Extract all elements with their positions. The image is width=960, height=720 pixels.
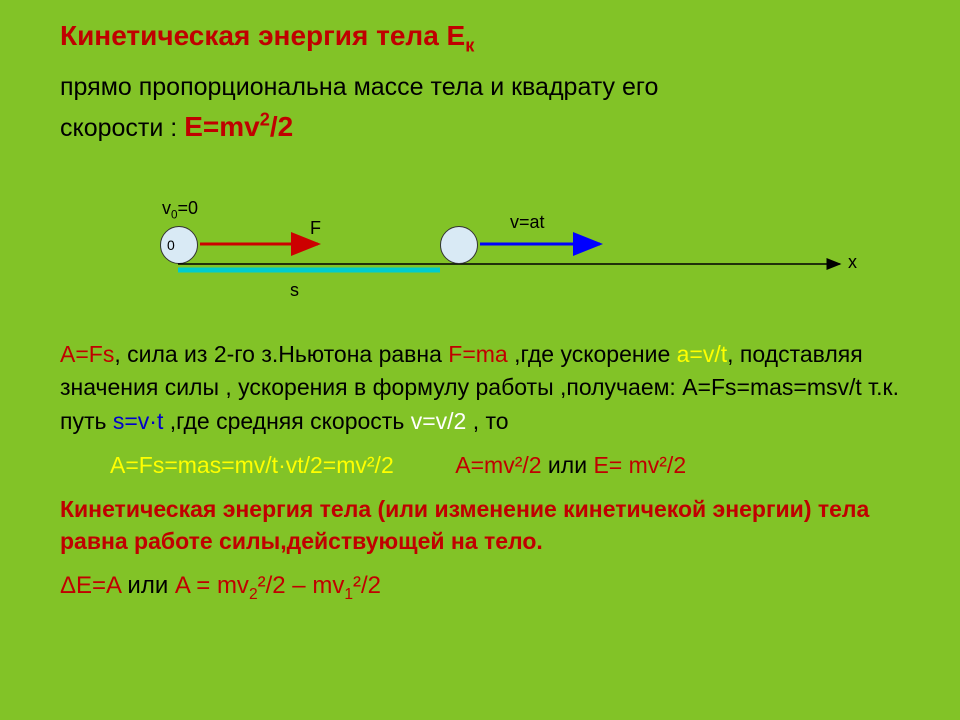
diagram: v0=0 0 F v=at s x (100, 178, 880, 318)
final-line: ΔE=A или A = mv2²/2 – mv1²/2 (60, 572, 900, 604)
label-x: x (848, 252, 857, 273)
intro-line1: прямо пропорциональна массе тела и квадр… (60, 69, 900, 107)
label-vat: v=at (510, 212, 545, 233)
derivation-line: A=Fs=mas=mv/t·vt/2=mv²/2 A=mv²/2 или E= … (110, 452, 900, 479)
eq-chain: A=Fs=mas=msv/t (682, 374, 862, 400)
page-title: Кинетическая энергия тела Eк (60, 20, 900, 57)
fs2: 2 (249, 585, 258, 602)
label-F: F (310, 218, 321, 239)
final-or: или (121, 572, 175, 599)
fsq1: ² (258, 572, 266, 599)
p1-t1: , сила из 2-го з.Ньютона равна (114, 341, 448, 367)
intro-line2: скорости : E=mv2/2 (60, 106, 900, 148)
eq-vavg: v=v/2 (411, 408, 467, 434)
deriv-left: A=Fs=mas=mv/t·vt/2=mv²/2 (110, 452, 394, 478)
p1-t6: , то (466, 408, 508, 434)
circle-end (440, 226, 478, 264)
title-text: Кинетическая энергия тела E (60, 20, 465, 51)
p1-t5: ,где средняя скорость (163, 408, 410, 434)
main-formula: E=mv2/2 (184, 111, 293, 142)
eq-avt: a=v/t (677, 341, 728, 367)
deriv-mid-a: A=mv²/2 (455, 452, 541, 478)
p1-t2: ,где ускорение (508, 341, 677, 367)
label-s: s (290, 280, 299, 301)
ft: /2 (361, 572, 381, 599)
title-sub: к (465, 36, 474, 56)
formula-exp: 2 (260, 110, 270, 130)
conclusion: Кинетическая энергия тела (или изменение… (60, 493, 900, 557)
arrow-red (100, 178, 880, 318)
fa: A = mv (175, 572, 249, 599)
final-eq: A = mv2²/2 – mv1²/2 (175, 572, 381, 599)
deriv-or: или (542, 452, 594, 478)
eq-svt: s=v·t (113, 408, 163, 434)
paragraph-1: A=Fs, сила из 2-го з.Ньютона равна F=ma … (60, 338, 900, 438)
deriv-mid-b: E= mv²/2 (593, 452, 686, 478)
final-dE: ΔE=A (60, 572, 121, 599)
intro-prefix: скорости : (60, 114, 184, 142)
eq-afs: A=Fs (60, 341, 114, 367)
fsq2: ² (353, 572, 361, 599)
fs1: 1 (344, 585, 353, 602)
eq-fma: F=ma (448, 341, 507, 367)
fm: /2 – mv (266, 572, 345, 599)
formula-part-a: E=mv (184, 111, 260, 142)
formula-part-b: /2 (270, 111, 293, 142)
